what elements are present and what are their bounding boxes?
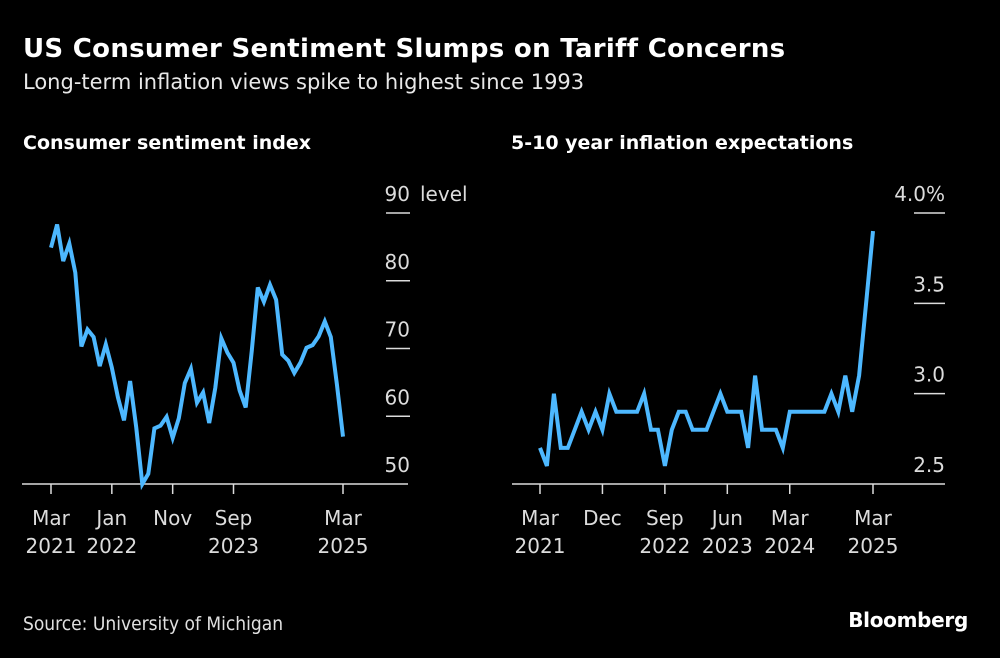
sentiment-x-tick-label-year: 2021 [26,534,77,558]
inflation-x-tick-label-month: Dec [583,506,622,530]
sentiment-y-unit-label: level [420,182,468,206]
inflation-x-tick-label-year: 2022 [639,534,690,558]
sentiment-series-line [49,223,345,491]
inflation-y-tick-label: 4.0% [894,182,945,206]
inflation-series-line [538,230,875,467]
inflation-x-tick-label-year: 2025 [848,534,899,558]
sentiment-y-tick-label: 80 [385,250,410,274]
sentiment-x-tick-label-year: 2023 [208,534,259,558]
inflation-x-tick-label-month: Mar [854,506,893,530]
inflation-y-tick-label: 3.0 [913,363,945,387]
right-panel-title: 5-10 year inflation expectations [511,132,854,154]
inflation-x-tick-label-year: 2021 [515,534,566,558]
sentiment-x-tick-label-month: Nov [153,506,192,530]
sentiment-x-tick-label-year: 2022 [86,534,137,558]
sentiment-x-tick-label-month: Mar [32,506,71,530]
sentiment-x-tick-label-month: Sep [215,506,253,530]
sentiment-y-tick-label: 50 [385,453,410,477]
sentiment-y-tick-label: 60 [385,385,410,409]
inflation-x-tick-label-year: 2024 [764,534,815,558]
sentiment-x-tick-label-month: Jan [94,506,127,530]
sentiment-x-tick-label-year: 2025 [318,534,369,558]
sentiment-y-tick-label: 90 [385,182,410,206]
left-panel-title: Consumer sentiment index [23,132,312,154]
chart-title: US Consumer Sentiment Slumps on Tariff C… [23,34,786,64]
bloomberg-logo: Bloomberg [848,608,968,632]
inflation-y-tick-label: 2.5 [913,453,945,477]
inflation-x-tick-label-month: Jun [710,506,743,530]
inflation-x-tick-label-year: 2023 [702,534,753,558]
inflation-x-tick-label-month: Mar [521,506,560,530]
sentiment-y-tick-label: 70 [385,318,410,342]
sentiment-x-tick-label-month: Mar [324,506,363,530]
chart-subtitle: Long-term inflation views spike to highe… [23,70,585,94]
inflation-x-tick-label-month: Mar [771,506,810,530]
source-note: Source: University of Michigan [23,613,284,635]
inflation-y-tick-label: 3.5 [913,272,945,296]
inflation-x-tick-label-month: Sep [646,506,684,530]
